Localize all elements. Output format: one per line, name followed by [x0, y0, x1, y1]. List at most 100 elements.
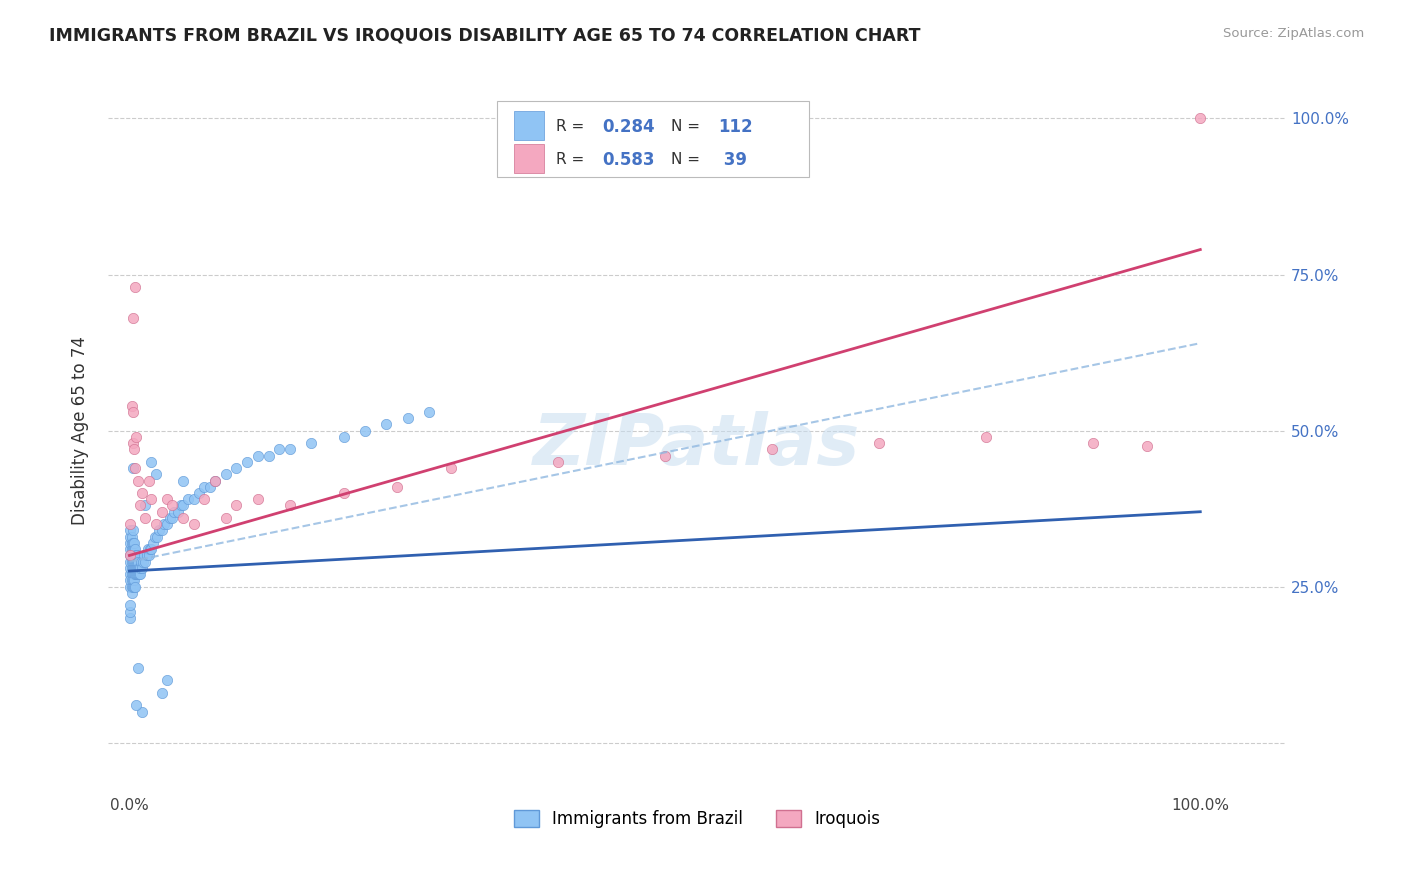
Point — [132, 555, 155, 569]
Text: IMMIGRANTS FROM BRAZIL VS IROQUOIS DISABILITY AGE 65 TO 74 CORRELATION CHART: IMMIGRANTS FROM BRAZIL VS IROQUOIS DISAB… — [49, 27, 921, 45]
Point — [129, 561, 152, 575]
Text: N =: N = — [671, 120, 704, 134]
Point — [385, 480, 408, 494]
Point — [131, 486, 153, 500]
Point — [122, 442, 145, 457]
Point — [143, 530, 166, 544]
Point — [150, 505, 173, 519]
Point — [172, 511, 194, 525]
Point — [120, 549, 142, 563]
Point — [124, 567, 146, 582]
Text: 0.583: 0.583 — [603, 151, 655, 169]
Point — [177, 492, 200, 507]
Point — [128, 561, 150, 575]
Text: R =: R = — [555, 120, 589, 134]
Point — [162, 511, 184, 525]
Point — [246, 449, 269, 463]
Point — [139, 455, 162, 469]
Point — [125, 549, 148, 563]
Point — [301, 436, 323, 450]
Point — [278, 442, 301, 457]
Point — [1083, 436, 1105, 450]
Point — [121, 524, 143, 538]
Point — [120, 524, 142, 538]
Point — [134, 549, 156, 563]
Point — [124, 549, 146, 563]
Point — [125, 567, 148, 582]
Point — [868, 436, 890, 450]
Point — [125, 561, 148, 575]
Text: 39: 39 — [718, 151, 747, 169]
Point — [204, 474, 226, 488]
Point — [225, 461, 247, 475]
Point — [124, 542, 146, 557]
Point — [121, 574, 143, 588]
Point — [120, 530, 142, 544]
Legend: Immigrants from Brazil, Iroquois: Immigrants from Brazil, Iroquois — [508, 804, 887, 835]
Point — [122, 580, 145, 594]
Point — [122, 561, 145, 575]
Point — [122, 574, 145, 588]
Point — [257, 449, 280, 463]
Point — [122, 567, 145, 582]
Point — [127, 561, 149, 575]
Point — [170, 499, 193, 513]
Point — [131, 705, 153, 719]
Point — [225, 499, 247, 513]
Point — [146, 530, 169, 544]
Point — [215, 511, 238, 525]
Point — [139, 492, 162, 507]
Point — [172, 499, 194, 513]
Point — [121, 461, 143, 475]
Point — [134, 555, 156, 569]
Point — [121, 567, 143, 582]
Point — [183, 517, 205, 532]
Point — [124, 580, 146, 594]
Point — [1136, 439, 1159, 453]
Point — [354, 424, 377, 438]
Point — [125, 567, 148, 582]
Bar — [515, 111, 544, 140]
Point — [150, 686, 173, 700]
Point — [121, 580, 143, 594]
Point — [418, 405, 440, 419]
Point — [654, 449, 676, 463]
Point — [375, 417, 398, 432]
Point — [127, 661, 149, 675]
Point — [121, 586, 143, 600]
Bar — [515, 144, 544, 173]
Point — [152, 517, 174, 532]
Point — [193, 492, 215, 507]
Point — [120, 561, 142, 575]
Text: 0.284: 0.284 — [603, 118, 655, 136]
Point — [127, 474, 149, 488]
Point — [125, 555, 148, 569]
Point — [121, 549, 143, 563]
Point — [121, 536, 143, 550]
Point — [198, 480, 221, 494]
Point — [156, 517, 179, 532]
Point — [127, 567, 149, 582]
Point — [162, 499, 184, 513]
Point — [129, 567, 152, 582]
Point — [204, 474, 226, 488]
Point — [121, 555, 143, 569]
Point — [142, 536, 165, 550]
Point — [1189, 112, 1212, 126]
Point — [122, 549, 145, 563]
Point — [120, 580, 142, 594]
Point — [122, 555, 145, 569]
Point — [120, 599, 142, 613]
Point — [136, 542, 159, 557]
Point — [246, 492, 269, 507]
Point — [121, 580, 143, 594]
Point — [150, 524, 173, 538]
Point — [183, 492, 205, 507]
Point — [172, 474, 194, 488]
Point — [124, 461, 146, 475]
Point — [124, 555, 146, 569]
Text: N =: N = — [671, 153, 704, 168]
Point — [332, 486, 354, 500]
Point — [138, 474, 160, 488]
Point — [761, 442, 783, 457]
